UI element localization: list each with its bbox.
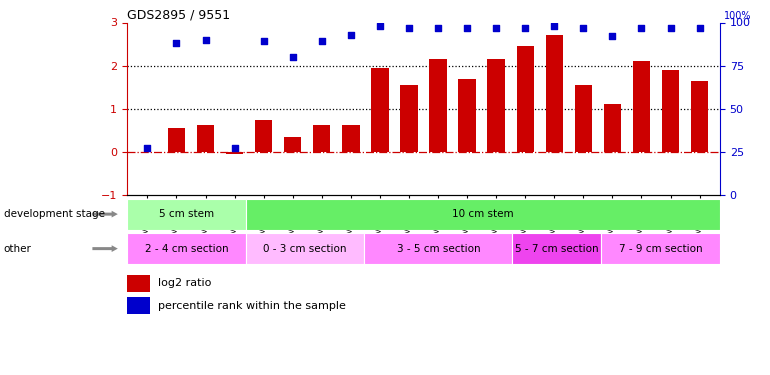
Text: 5 - 7 cm section: 5 - 7 cm section <box>515 244 599 254</box>
Bar <box>127 297 150 314</box>
Point <box>257 39 270 45</box>
Text: 10 cm stem: 10 cm stem <box>452 209 514 219</box>
Text: development stage: development stage <box>4 209 105 219</box>
Point <box>170 40 182 46</box>
Bar <box>662 70 679 152</box>
Bar <box>284 137 301 152</box>
Text: 100%: 100% <box>724 11 752 21</box>
Point <box>199 37 212 43</box>
Bar <box>255 120 273 152</box>
Point <box>316 39 328 45</box>
Bar <box>601 233 720 264</box>
Point <box>432 25 444 31</box>
Point <box>141 146 153 152</box>
Bar <box>127 233 246 264</box>
Bar <box>127 199 246 230</box>
Bar <box>513 233 601 264</box>
Point <box>578 25 590 31</box>
Bar <box>197 125 214 152</box>
Point <box>373 23 386 29</box>
Point <box>286 54 299 60</box>
Bar <box>168 128 185 152</box>
Text: percentile rank within the sample: percentile rank within the sample <box>158 301 346 311</box>
Bar <box>487 59 505 152</box>
Point <box>403 25 415 31</box>
Bar <box>246 233 364 264</box>
Point <box>694 25 706 31</box>
Point <box>345 32 357 38</box>
Bar <box>574 85 592 152</box>
Point <box>519 25 531 31</box>
Bar <box>226 152 243 154</box>
Text: other: other <box>4 244 32 254</box>
Text: 7 - 9 cm section: 7 - 9 cm section <box>619 244 702 254</box>
Text: 5 cm stem: 5 cm stem <box>159 209 214 219</box>
Bar <box>458 79 476 152</box>
Point <box>548 23 561 29</box>
Bar <box>313 125 330 152</box>
Bar <box>246 199 720 230</box>
Text: 3 - 5 cm section: 3 - 5 cm section <box>397 244 480 254</box>
Bar <box>342 125 360 152</box>
Point <box>229 146 241 152</box>
Bar <box>400 85 417 152</box>
Text: 0 - 3 cm section: 0 - 3 cm section <box>263 244 346 254</box>
Point <box>461 25 474 31</box>
Bar <box>364 233 513 264</box>
Bar <box>604 104 621 152</box>
Point <box>490 25 502 31</box>
Point <box>606 33 618 39</box>
Point <box>635 25 648 31</box>
Bar <box>546 36 563 152</box>
Text: GDS2895 / 9551: GDS2895 / 9551 <box>127 8 230 21</box>
Bar <box>430 59 447 152</box>
Bar <box>127 274 150 292</box>
Bar <box>371 68 389 152</box>
Bar <box>517 46 534 152</box>
Bar <box>691 81 708 152</box>
Point <box>665 25 677 31</box>
Bar <box>633 61 650 152</box>
Text: log2 ratio: log2 ratio <box>158 278 211 288</box>
Text: 2 - 4 cm section: 2 - 4 cm section <box>145 244 228 254</box>
